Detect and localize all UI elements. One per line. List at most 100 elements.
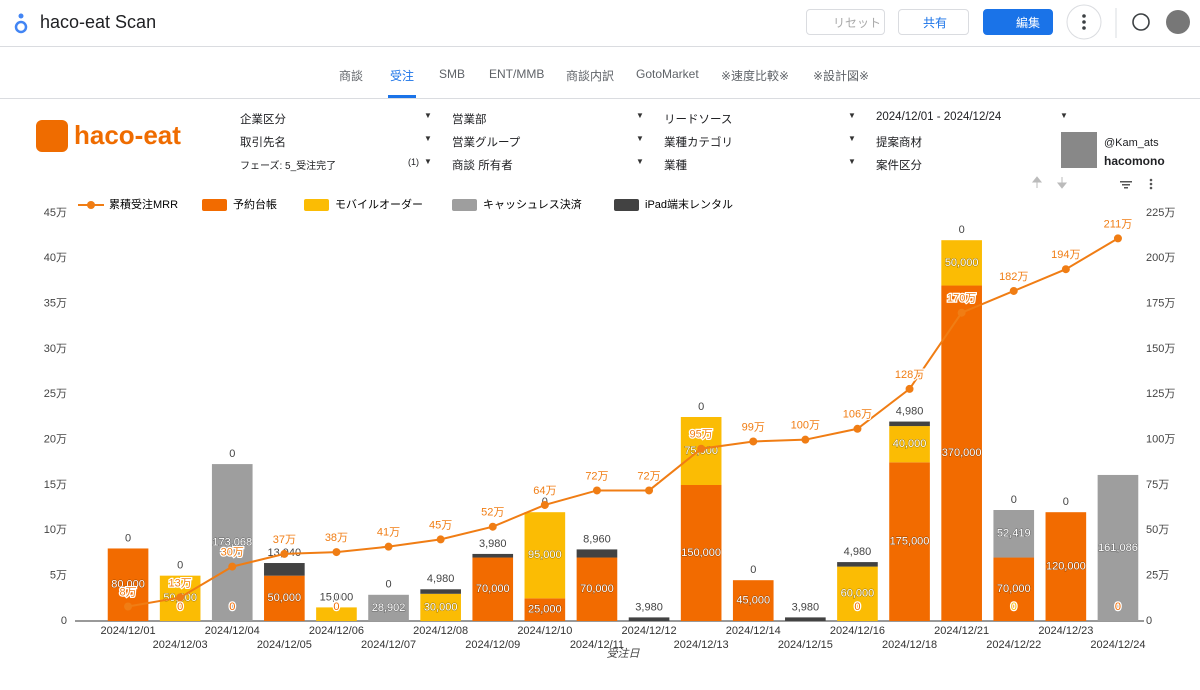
bar-value-label: 0 xyxy=(750,564,756,576)
filter[interactable]: 企業区分 ▼ xyxy=(240,111,432,127)
filter[interactable]: 2024/12/01 - 2024/12/24 ▼ xyxy=(876,111,1068,127)
bar-value-label: 60,000 xyxy=(841,588,875,600)
bar-value-label: 0 xyxy=(698,401,704,413)
line-point xyxy=(853,424,862,433)
dropdown-arrow: ▼ xyxy=(424,134,432,143)
bar xyxy=(576,557,618,621)
line-point xyxy=(645,486,654,495)
chart: 0 5万 10万 15万 20万 25万 30万 35万 40万 45万 0 25万 50万 75万 100… xyxy=(44,176,1175,660)
x-tick-label: 2024/12/10 xyxy=(517,625,572,637)
line-point xyxy=(384,542,393,551)
filter[interactable]: 営業部 ▼ xyxy=(452,111,644,127)
bar xyxy=(837,562,878,567)
top-bar: haco-eat Scan リセット 共有 編集 xyxy=(0,0,1200,47)
bar xyxy=(889,462,930,621)
tab-indicator xyxy=(388,95,416,98)
x-tick-label: 2024/12/03 xyxy=(153,639,208,651)
line-value-label: 41万 xyxy=(377,527,400,539)
bar-value-label: 0 xyxy=(229,601,235,613)
y-tick-label: 5万 xyxy=(50,570,67,582)
edit-button[interactable]: 編集 xyxy=(983,9,1053,35)
filter[interactable]: 業種カテゴリ ▼ xyxy=(664,134,856,150)
line-point xyxy=(176,593,185,602)
dropdown-arrow: ▼ xyxy=(848,111,856,120)
reset-button[interactable]: リセット xyxy=(806,9,885,35)
bar xyxy=(472,553,514,558)
filter[interactable]: 案件区分▼ xyxy=(876,157,1068,173)
tab[interactable]: ENT/MMB xyxy=(489,67,545,81)
tab[interactable]: GotoMarket xyxy=(636,67,699,81)
x-tick-label: 2024/12/23 xyxy=(1038,625,1093,637)
line-value-label: 182万 xyxy=(999,271,1028,283)
line-point xyxy=(592,486,601,495)
y2-tick-label: 75万 xyxy=(1146,479,1169,491)
line-value-label: 30万 xyxy=(221,547,244,559)
line xyxy=(127,237,1119,608)
bar xyxy=(1097,474,1139,621)
profile-brand: hacomono xyxy=(1104,154,1165,168)
app-icon xyxy=(14,13,28,34)
filter[interactable]: 取引先名 ▼ xyxy=(240,134,432,150)
filter-label: 企業区分 xyxy=(240,114,286,126)
bar-value-label: 4,980 xyxy=(896,405,924,417)
y2-tick-label: 50万 xyxy=(1146,524,1169,536)
line-point xyxy=(332,548,341,557)
line-point xyxy=(228,562,237,571)
x-tick-label: 2024/12/15 xyxy=(778,639,833,651)
x-tick-label: 2024/12/04 xyxy=(205,625,260,637)
x-tick-label: 2024/12/16 xyxy=(830,625,885,637)
tab[interactable]: 商談内訳 xyxy=(566,69,615,83)
filter-label: リードソース xyxy=(664,114,733,126)
logo-text: haco-eat xyxy=(74,120,181,150)
bar-value-label: 3,980 xyxy=(792,601,820,613)
y-tick-label: 40万 xyxy=(44,252,67,264)
bar-value-label: 0 xyxy=(1115,601,1121,613)
share-button[interactable]: 共有 xyxy=(898,9,969,35)
line-value-label: 106万 xyxy=(843,409,872,421)
legend-swatch xyxy=(304,199,329,211)
avatar[interactable] xyxy=(1166,10,1190,34)
line-value-label: 37万 xyxy=(273,534,296,546)
x-tick-label: 2024/12/18 xyxy=(882,639,937,651)
tab[interactable]: 商談 xyxy=(339,69,364,83)
bar xyxy=(993,557,1035,621)
tab[interactable]: SMB xyxy=(439,67,466,81)
filter-label: 2024/12/01 - 2024/12/24 xyxy=(876,111,1002,123)
bar-value-label: 45,000 xyxy=(736,595,770,607)
x-tick-label: 2024/12/22 xyxy=(986,639,1041,651)
bar xyxy=(420,589,461,594)
more-button[interactable] xyxy=(1066,4,1102,40)
line-point xyxy=(749,437,758,446)
y-tick-label: 30万 xyxy=(44,343,67,355)
line-point xyxy=(488,522,497,531)
y-tick-label: 10万 xyxy=(44,524,67,536)
chart-toolbar xyxy=(1031,176,1153,190)
bar xyxy=(941,240,982,286)
filter[interactable]: リードソース ▼ xyxy=(664,111,856,127)
bar-value-label: 120,000 xyxy=(1046,561,1086,573)
filter[interactable]: フェーズ: 5_受注完了 (1) ▼ xyxy=(240,157,432,173)
tab[interactable]: ※速度比較※ xyxy=(721,69,790,83)
line-point xyxy=(280,549,289,558)
line-value-label: 194万 xyxy=(1051,249,1080,261)
y2-tick-label: 125万 xyxy=(1146,388,1175,400)
tab[interactable]: ※設計図※ xyxy=(813,69,870,83)
filter[interactable]: 業種 ▼ xyxy=(664,157,856,173)
x-tick-label: 2024/12/08 xyxy=(413,625,468,637)
filter-label: 営業部 xyxy=(452,114,487,126)
help-button[interactable] xyxy=(1132,13,1150,31)
bar-value-label: 0 xyxy=(333,591,339,603)
filter-label: 業種 xyxy=(664,160,687,172)
bar xyxy=(732,580,774,621)
x-tick-label: 2024/12/07 xyxy=(361,639,416,651)
line-value-label: 99万 xyxy=(742,421,765,433)
filter-label: 営業グループ xyxy=(452,137,521,149)
legend-label: 予約台帳 xyxy=(233,197,277,211)
bar-value-label: 28,902 xyxy=(372,602,406,614)
filter[interactable]: 商談 所有者 ▼ xyxy=(452,157,644,173)
y-tick-label: 35万 xyxy=(44,298,67,310)
tab[interactable]: 受注 xyxy=(390,69,415,83)
filter[interactable]: 営業グループ ▼ xyxy=(452,134,644,150)
bar-value-label: 0 xyxy=(1063,496,1069,508)
filter[interactable]: 提案商材▼ xyxy=(876,134,1068,150)
